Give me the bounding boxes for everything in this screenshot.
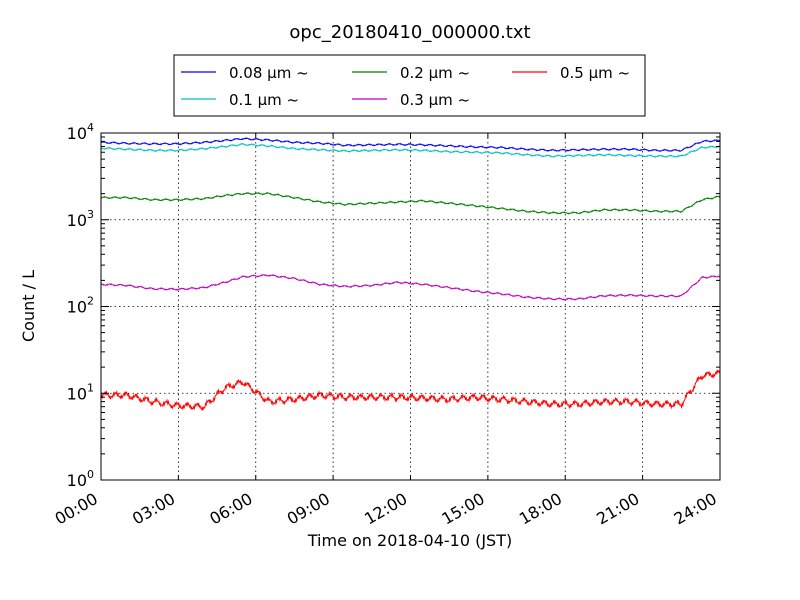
- grid-lines: [101, 133, 720, 480]
- series-line: [101, 137, 721, 153]
- series-line: [100, 191, 721, 215]
- legend-label: 0.2 µm ~: [400, 64, 470, 82]
- series-line: [100, 142, 721, 158]
- axis-ticks: [100, 132, 721, 481]
- legend-label: 0.3 µm ~: [400, 91, 470, 109]
- y-tick-label: 102: [67, 295, 94, 317]
- series-line: [100, 273, 721, 301]
- chart-title: opc_20180410_000000.txt: [289, 22, 530, 43]
- series-layer: [100, 137, 721, 411]
- y-tick-label: 103: [67, 208, 94, 230]
- series-line: [100, 369, 721, 411]
- legend-label: 0.1 µm ~: [229, 91, 299, 109]
- y-tick-label: 104: [67, 121, 94, 143]
- legend-label: 0.08 µm ~: [229, 64, 309, 82]
- legend: 0.08 µm ~ 0.1 µm ~ 0.2 µm ~ 0.3 µm ~ 0.5 µm …: [173, 54, 646, 117]
- y-tick-labels: 100 101 102 103 104: [67, 121, 94, 490]
- x-axis-label: Time on 2018-04-10 (JST): [307, 531, 512, 550]
- y-tick-label: 101: [67, 381, 94, 403]
- legend-box: [173, 54, 646, 117]
- y-axis-label: Count / L: [19, 270, 38, 342]
- legend-label: 0.5 µm ~: [560, 64, 630, 82]
- y-tick-label: 100: [67, 468, 94, 490]
